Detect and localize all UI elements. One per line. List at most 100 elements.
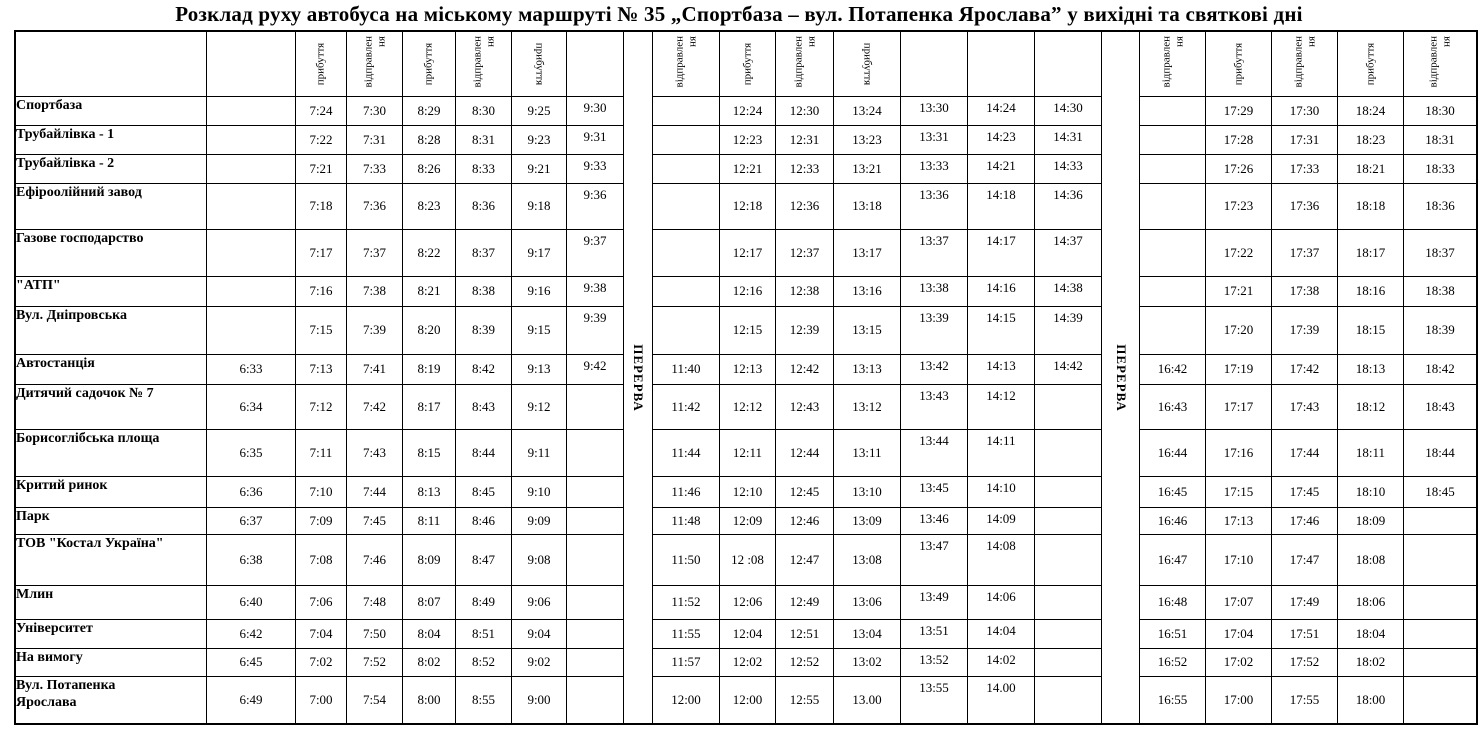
rotated-header-label: відправлення <box>470 35 496 88</box>
time-cell: 11:57 <box>652 647 720 677</box>
time-cell: 12:33 <box>775 153 834 184</box>
rotated-header-label: відправлення <box>1159 35 1185 88</box>
time-cell: 6:38 <box>206 533 296 586</box>
time-cell: 8:21 <box>402 275 456 307</box>
time-cell: 17:26 <box>1205 153 1272 184</box>
time-cell <box>1034 647 1102 677</box>
time-cell: 12:47 <box>775 533 834 586</box>
time-cell: 12:10 <box>719 475 776 508</box>
time-cell: 18:10 <box>1337 475 1404 508</box>
time-cell: 8:15 <box>402 428 456 477</box>
time-cell <box>652 305 720 355</box>
time-cell: 16:43 <box>1139 383 1206 430</box>
time-cell: 8:30 <box>455 95 512 126</box>
time-cell: 11:48 <box>652 506 720 535</box>
time-cell: 8:17 <box>402 383 456 430</box>
time-cell: 14:08 <box>967 533 1035 586</box>
time-cell: 18:12 <box>1337 383 1404 430</box>
time-cell: 14:42 <box>1034 353 1102 385</box>
column-header: відправлення <box>775 30 834 97</box>
time-cell: 13:17 <box>833 228 901 277</box>
time-cell: 18:30 <box>1403 95 1478 126</box>
stop-name: На вимогу <box>14 647 207 677</box>
table-row: "АТП" 7:16 7:38 8:21 8:38 9:16 9:38 12:16 12:38 1… <box>14 275 1478 307</box>
time-cell: 7:37 <box>346 228 403 277</box>
time-cell: 13:08 <box>833 533 901 586</box>
time-cell <box>1034 475 1102 508</box>
time-cell: 12:37 <box>775 228 834 277</box>
table-row: Дитячий садочок № 7 6:34 7:12 7:42 8:17 8:43 9… <box>14 383 1478 430</box>
column-header: прибуття <box>295 30 347 97</box>
time-cell: 13:47 <box>900 533 968 586</box>
schedule-table: прибуття відправлення прибуття відправлення… <box>14 30 1478 725</box>
time-cell: 17:43 <box>1271 383 1338 430</box>
table-row: Університет 6:42 7:04 7:50 8:04 8:51 9:04 11:55… <box>14 618 1478 649</box>
time-cell: 13:02 <box>833 647 901 677</box>
time-cell: 12:52 <box>775 647 834 677</box>
time-cell: 9:42 <box>566 353 624 385</box>
time-cell: 17:52 <box>1271 647 1338 677</box>
time-cell: 17:42 <box>1271 353 1338 385</box>
column-header: відправлення <box>1403 30 1478 97</box>
time-cell: 13:10 <box>833 475 901 508</box>
time-cell <box>1034 428 1102 477</box>
time-cell: 17:30 <box>1271 95 1338 126</box>
time-cell: 17:22 <box>1205 228 1272 277</box>
time-cell: 9:06 <box>511 584 567 620</box>
time-cell <box>1034 506 1102 535</box>
stop-column-header <box>14 30 207 97</box>
time-cell: 6:33 <box>206 353 296 385</box>
time-cell: 6:40 <box>206 584 296 620</box>
time-cell <box>206 305 296 355</box>
time-cell: 18:21 <box>1337 153 1404 184</box>
column-header: прибуття <box>719 30 776 97</box>
time-cell: 14.00 <box>967 675 1035 725</box>
time-cell: 8:20 <box>402 305 456 355</box>
time-cell <box>1034 533 1102 586</box>
time-cell: 13:24 <box>833 95 901 126</box>
time-cell <box>652 95 720 126</box>
time-cell: 12:12 <box>719 383 776 430</box>
table-row: Борисоглібська площа 6:35 7:11 7:43 8:15 8:44… <box>14 428 1478 477</box>
time-cell: 17:38 <box>1271 275 1338 307</box>
stop-name: Борисоглібська площа <box>14 428 207 477</box>
time-cell <box>652 182 720 230</box>
time-cell: 6:35 <box>206 428 296 477</box>
rotated-header-label: прибуття <box>1232 42 1245 85</box>
time-cell: 14:16 <box>967 275 1035 307</box>
time-cell: 9:33 <box>566 153 624 184</box>
time-cell: 18:18 <box>1337 182 1404 230</box>
stop-name: Критий ринок <box>14 475 207 508</box>
time-cell <box>1139 153 1206 184</box>
time-cell: 14:15 <box>967 305 1035 355</box>
time-cell: 7:36 <box>346 182 403 230</box>
time-cell: 7:24 <box>295 95 347 126</box>
time-cell: 7:15 <box>295 305 347 355</box>
column-header <box>206 30 296 97</box>
column-header: прибуття <box>833 30 901 97</box>
time-cell: 12:17 <box>719 228 776 277</box>
rotated-header-label: прибуття <box>533 42 546 85</box>
time-cell <box>566 584 624 620</box>
time-cell: 18:44 <box>1403 428 1478 477</box>
rotated-header-label: прибуття <box>314 42 327 85</box>
time-cell <box>206 153 296 184</box>
time-cell: 11:44 <box>652 428 720 477</box>
time-cell: 14:18 <box>967 182 1035 230</box>
stop-name: Млин <box>14 584 207 620</box>
stop-name: Вул. Дніпровська <box>14 305 207 355</box>
time-cell: 8:13 <box>402 475 456 508</box>
time-cell: 8:31 <box>455 124 512 155</box>
time-cell: 16:52 <box>1139 647 1206 677</box>
time-cell: 13:09 <box>833 506 901 535</box>
time-cell: 13:46 <box>900 506 968 535</box>
time-cell: 11:55 <box>652 618 720 649</box>
time-cell: 13:11 <box>833 428 901 477</box>
column-header: відправлення <box>1271 30 1338 97</box>
time-cell: 18:15 <box>1337 305 1404 355</box>
rotated-header-label: відправлення <box>673 35 698 88</box>
time-cell: 18:16 <box>1337 275 1404 307</box>
page-title: Розклад руху автобуса на міському маршру… <box>175 2 1303 26</box>
time-cell: 18:11 <box>1337 428 1404 477</box>
stop-name: Парк <box>14 506 207 535</box>
